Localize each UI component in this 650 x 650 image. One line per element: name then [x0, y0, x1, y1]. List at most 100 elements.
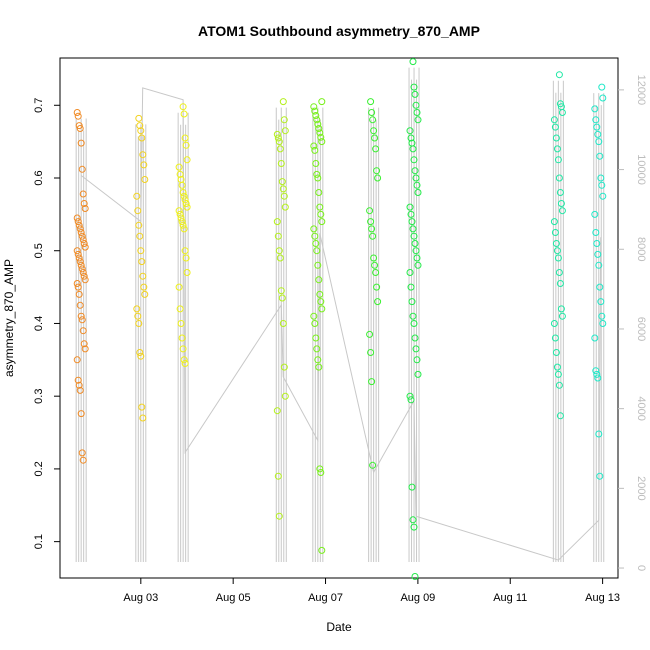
data-point	[276, 145, 284, 153]
y-tick-label: 0.7	[33, 98, 45, 113]
data-point	[281, 127, 289, 135]
data-point	[412, 247, 420, 255]
data-point	[314, 356, 322, 364]
data-point	[372, 145, 380, 153]
x-tick-label: Aug 13	[585, 592, 620, 604]
data-point	[373, 167, 381, 175]
data-point	[175, 163, 183, 171]
data-point	[318, 546, 326, 554]
data-point	[409, 312, 417, 320]
data-point	[81, 345, 89, 353]
data-point	[133, 192, 141, 200]
data-point	[409, 225, 417, 233]
data-point	[316, 203, 324, 211]
data-point	[318, 138, 326, 146]
data-point	[138, 258, 146, 266]
data-point	[550, 320, 558, 327]
data-point	[176, 170, 184, 178]
y2-tick-label: 6000	[635, 317, 647, 341]
data-point	[554, 156, 562, 164]
data-point	[597, 298, 605, 306]
y2-tick-label: 12000	[635, 75, 647, 106]
data-point	[79, 269, 87, 276]
data-point	[79, 456, 87, 464]
data-point	[80, 272, 88, 280]
data-point	[557, 305, 565, 313]
data-point	[316, 129, 324, 137]
y-axis-label: asymmetry_870_AMP	[2, 259, 16, 377]
data-point	[595, 261, 603, 269]
data-point	[368, 378, 376, 386]
data-point	[182, 254, 190, 262]
data-point	[75, 221, 83, 229]
y-tick-label: 0.1	[33, 534, 45, 549]
data-point	[312, 112, 320, 119]
data-point	[141, 290, 149, 298]
data-point	[368, 109, 376, 116]
data-point	[178, 218, 186, 226]
data-point	[551, 123, 559, 131]
data-point	[310, 142, 318, 150]
data-point	[596, 472, 604, 480]
data-point	[316, 290, 324, 298]
data-point	[407, 210, 415, 218]
data-point	[318, 98, 326, 106]
data-point	[181, 360, 189, 367]
data-point	[140, 283, 148, 291]
data-point	[407, 283, 415, 291]
data-point	[551, 334, 559, 342]
data-point	[81, 205, 89, 212]
data-point	[74, 218, 82, 226]
data-point	[73, 247, 81, 255]
data-point	[311, 232, 319, 240]
data-point	[310, 103, 318, 111]
data-point	[317, 133, 325, 141]
data-point	[366, 330, 374, 338]
data-point	[558, 109, 566, 116]
data-point	[315, 189, 323, 196]
data-point	[591, 210, 599, 218]
data-point	[78, 165, 86, 173]
data-point	[408, 298, 416, 306]
data-point	[550, 218, 558, 226]
data-point	[409, 145, 417, 153]
data-point	[555, 174, 563, 182]
data-point	[313, 170, 321, 178]
data-point	[410, 156, 418, 164]
data-point	[370, 127, 378, 135]
data-point	[179, 221, 187, 229]
data-point	[317, 298, 325, 306]
data-point	[407, 134, 415, 142]
data-point	[313, 116, 321, 124]
data-point	[312, 334, 320, 342]
data-point	[175, 207, 183, 215]
data-point	[74, 376, 82, 384]
data-point	[599, 320, 607, 327]
data-point	[311, 320, 319, 327]
data-point	[592, 116, 600, 124]
data-point	[274, 134, 282, 142]
data-point	[78, 316, 86, 324]
data-point	[412, 101, 420, 109]
data-point	[316, 465, 324, 473]
data-point	[594, 250, 602, 258]
data-point	[312, 160, 320, 167]
data-point	[406, 392, 414, 400]
data-point	[77, 312, 85, 320]
data-point	[138, 134, 146, 142]
data-point	[175, 283, 183, 291]
data-point	[278, 294, 286, 302]
data-point	[181, 134, 189, 142]
data-point	[593, 240, 601, 247]
data-point	[182, 141, 190, 149]
y2-tick-label: 0	[635, 565, 647, 571]
data-point	[138, 403, 146, 411]
data-point	[134, 312, 142, 320]
data-point	[410, 232, 418, 240]
data-point	[312, 240, 320, 247]
data-point	[139, 272, 147, 280]
data-point	[310, 225, 318, 233]
data-point	[75, 290, 83, 298]
data-point	[137, 352, 145, 360]
data-point	[79, 327, 87, 335]
